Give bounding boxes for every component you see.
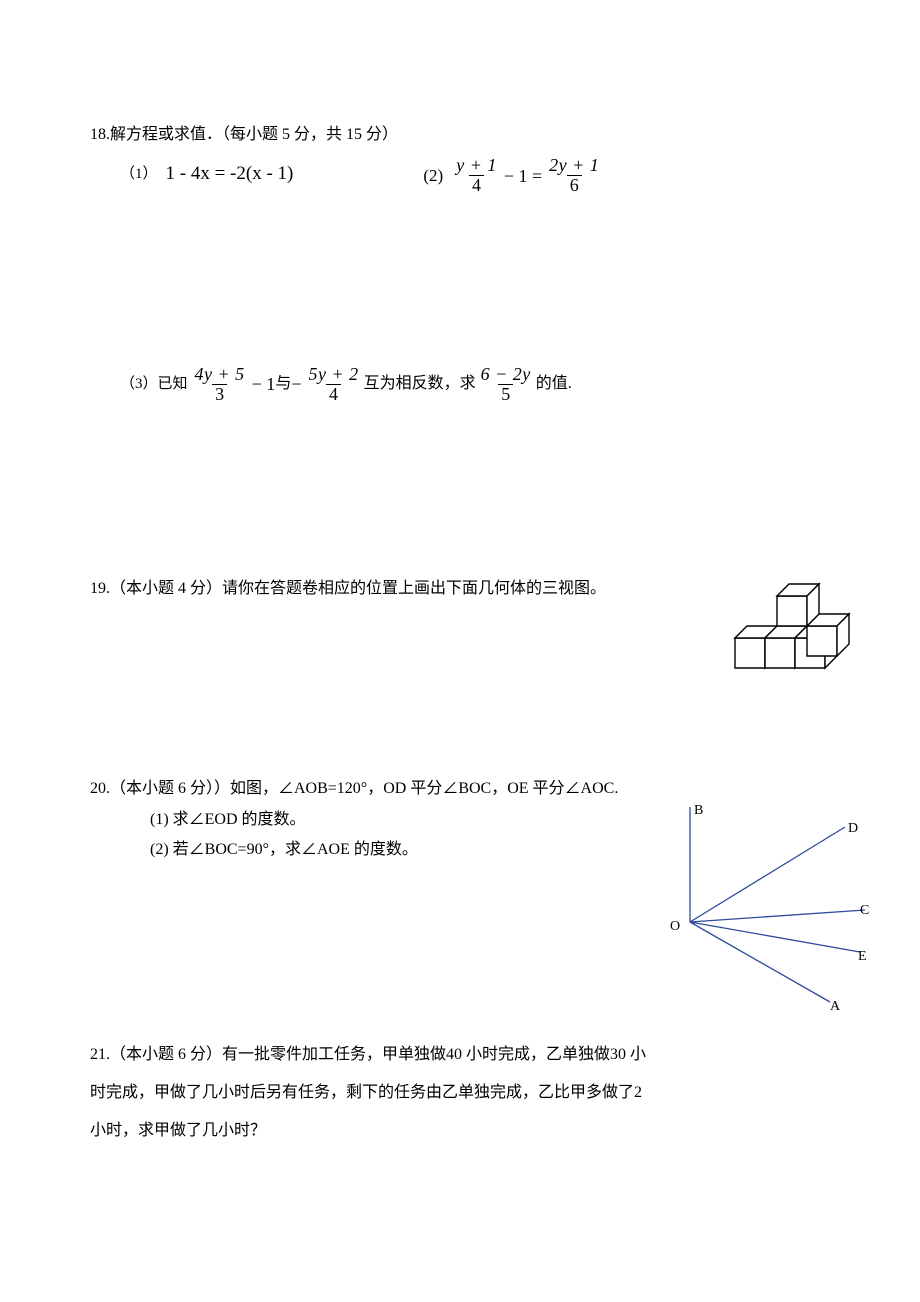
- q18-part1-label: （1）: [120, 160, 158, 189]
- q18-part1: （1） 1 - 4x = -2(x - 1): [120, 156, 293, 192]
- q18-p3-a-num: 4y + 5: [192, 365, 248, 384]
- q21-line3: 小时，求甲做了几小时？: [90, 1112, 830, 1150]
- q18-p3-neg: −: [291, 367, 301, 401]
- q18-p2-mid: − 1 =: [504, 159, 542, 193]
- q18-p3-b-den: 4: [326, 384, 341, 404]
- angle-figure: O B D C E A: [660, 802, 870, 1012]
- q18-part1-equation: 1 - 4x = -2(x - 1): [166, 156, 294, 192]
- q18-part2: (2) y + 1 4 − 1 = 2y + 1 6: [423, 156, 604, 195]
- label-A: A: [830, 994, 840, 1021]
- q18-part3: （3）已知 4y + 5 3 − 1 与 − 5y + 2 4 互为相反数，求 …: [120, 365, 830, 404]
- q18-p3-c-num: 6 − 2y: [478, 365, 534, 384]
- q18-part2-label: (2): [423, 160, 443, 192]
- q20-block: 20.（本小题 6 分））如图，∠AOB=120°，OD 平分∠BOC，OE 平…: [90, 774, 830, 865]
- q18-p2-rhs-num: 2y + 1: [546, 156, 602, 175]
- q18-p2-lhs-den: 4: [469, 175, 484, 195]
- q18-parts-1-2-row: （1） 1 - 4x = -2(x - 1) (2) y + 1 4 − 1 =…: [120, 156, 830, 195]
- q18-p3-c-den: 5: [498, 384, 513, 404]
- q18-p3-tail: 的值.: [536, 369, 572, 399]
- q18-p3-mid1: 与: [275, 369, 291, 399]
- q20-header: 20.（本小题 6 分））如图，∠AOB=120°，OD 平分∠BOC，OE 平…: [90, 774, 830, 804]
- label-B: B: [694, 798, 703, 825]
- label-E: E: [858, 944, 867, 971]
- q19-block: 19.（本小题 4 分）请你在答题卷相应的位置上画出下面几何体的三视图。: [90, 574, 830, 604]
- label-C: C: [860, 898, 869, 925]
- q18-header: 18.解方程或求值．（每小题 5 分，共 15 分）: [90, 120, 830, 150]
- q18-p3-b-num: 5y + 2: [305, 365, 361, 384]
- label-O: O: [670, 914, 680, 941]
- cubes-figure: [725, 568, 875, 678]
- q18-part3-label: （3）已知: [120, 370, 188, 399]
- q18-p3-a-tail: − 1: [252, 367, 276, 401]
- q18-p2-rhs-den: 6: [567, 175, 582, 195]
- q21-block: 21.（本小题 6 分）有一批零件加工任务，甲单独做40 小时完成，乙单独做30…: [90, 1036, 830, 1151]
- q19-text: 19.（本小题 4 分）请你在答题卷相应的位置上画出下面几何体的三视图。: [90, 580, 606, 597]
- q21-line2: 时完成，甲做了几小时后另有任务，剩下的任务由乙单独完成，乙比甲多做了2: [90, 1074, 830, 1112]
- label-D: D: [848, 816, 858, 843]
- q18-part2-equation: y + 1 4 − 1 = 2y + 1 6: [451, 156, 604, 195]
- q18-p3-a-den: 3: [212, 384, 227, 404]
- q18-p2-lhs-num: y + 1: [453, 156, 500, 175]
- q21-line1: 21.（本小题 6 分）有一批零件加工任务，甲单独做40 小时完成，乙单独做30…: [90, 1036, 830, 1074]
- q18-p3-mid2: 互为相反数，求: [364, 369, 476, 399]
